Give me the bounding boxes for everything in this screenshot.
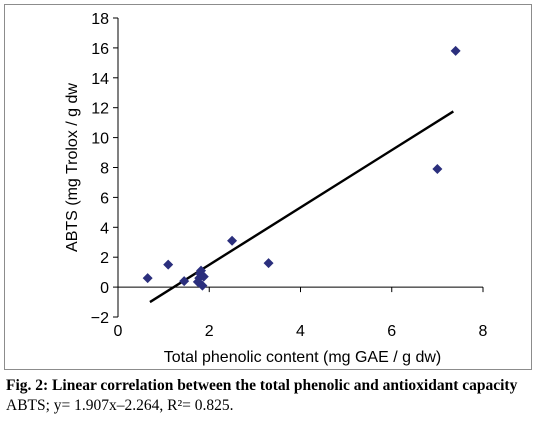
x-tick-label: 8 bbox=[479, 323, 488, 340]
y-tick-label: 0 bbox=[100, 280, 109, 297]
y-tick-label: 2 bbox=[100, 250, 109, 267]
x-tick-label: 6 bbox=[387, 323, 396, 340]
y-tick-label: 8 bbox=[100, 161, 109, 178]
chart-area: −2 0 2 4 6 8 10 12 14 16 18 0 2 4 6 8 Total phenolic con… bbox=[4, 4, 532, 370]
data-point bbox=[263, 258, 274, 269]
figure-caption: Fig. 2: Linear correlation between the t… bbox=[6, 376, 542, 416]
y-tick-label: 6 bbox=[100, 190, 109, 207]
caption-equation: ABTS; y= 1.907x–2.264, R²= 0.825. bbox=[6, 397, 234, 414]
y-tick-label: 16 bbox=[91, 41, 109, 58]
y-tick-label: 18 bbox=[91, 11, 109, 28]
y-axis-label: ABTS (mg Trolox / g dw bbox=[64, 83, 81, 252]
y-tick-label: −2 bbox=[91, 310, 109, 327]
data-point bbox=[197, 280, 208, 291]
x-tick-label: 4 bbox=[296, 323, 305, 340]
caption-title: Fig. 2: Linear correlation between the t… bbox=[6, 377, 518, 394]
data-point bbox=[450, 45, 461, 56]
x-tick-label: 2 bbox=[205, 323, 214, 340]
data-point bbox=[142, 273, 153, 284]
scatter-plot: −2 0 2 4 6 8 10 12 14 16 18 0 2 4 6 8 Total phenolic con… bbox=[64, 11, 488, 366]
y-tick-label: 12 bbox=[91, 101, 109, 118]
y-tick-label: 4 bbox=[100, 220, 109, 237]
data-point bbox=[179, 276, 190, 287]
data-point bbox=[163, 259, 174, 270]
y-tick-label: 10 bbox=[91, 131, 109, 148]
x-tick-label: 0 bbox=[114, 323, 123, 340]
data-point bbox=[227, 235, 238, 246]
data-point bbox=[198, 271, 209, 282]
data-point bbox=[432, 163, 443, 174]
y-tick-label: 14 bbox=[91, 71, 109, 88]
x-axis-label: Total phenolic content (mg GAE / g dw) bbox=[164, 349, 441, 366]
